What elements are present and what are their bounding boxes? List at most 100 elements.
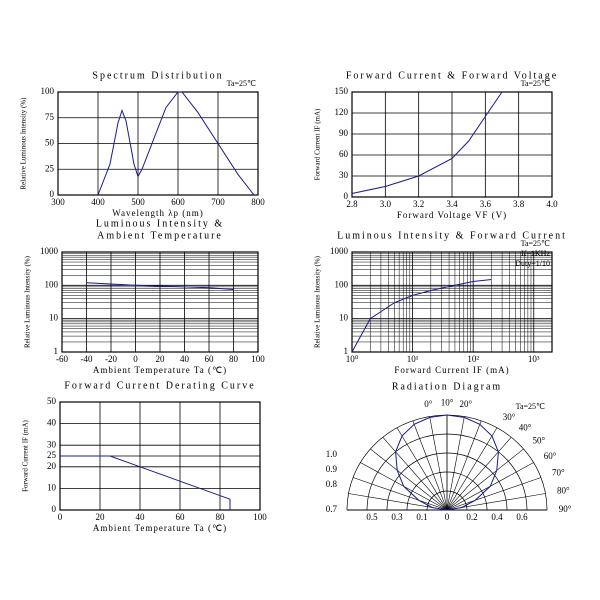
y-tick-label: 25 [47,450,57,460]
x-tick-label: 700 [211,197,225,207]
y-tick-label: 120 [335,107,349,117]
side-label: 0.8 [326,479,338,489]
y-tick-label: 100 [41,86,55,96]
x-tick-label: 60 [176,512,186,522]
x-tick-label: 0 [58,512,63,522]
x-tick-label: 400 [91,197,105,207]
x-tick-label: 0 [133,354,138,364]
data-line [60,455,231,510]
x-tick-label: 3.6 [480,199,492,209]
x-axis-label: Ambient Temperature Ta (℃) [93,365,227,375]
annotation: Duty=1/10 [515,259,550,268]
y-tick-label: 40 [47,418,57,428]
chart-title: Ambient Temperature [97,230,223,241]
bottom-label: 0.2 [466,512,477,522]
annotation: Ta=25℃ [521,239,550,248]
chart-title: Forward Current & Forward Voltage [346,70,558,81]
radiation-curve [395,414,499,511]
x-tick-label: 3.0 [380,199,392,209]
y-tick-label: 90 [339,128,349,138]
x-axis-label: Forward Voltage VF (V) [397,210,507,220]
side-label: 0.7 [326,504,338,514]
x-tick-label: -40 [81,354,93,364]
y-tick-label: 1000 [40,246,59,256]
chart-title: Forward Current Derating Curve [64,380,255,391]
x-tick-label: 100 [251,354,265,364]
y-axis-label: Relative Luminous Intensity (%) [20,97,28,190]
y-tick-label: 20 [47,461,57,471]
y-axis-label: Relative Luminous Intensity (%) [314,255,322,348]
x-tick-label: 10² [467,354,479,364]
bottom-label: 0.6 [516,512,528,522]
angle-label: 90° [559,504,572,514]
y-tick-label: 100 [335,279,349,289]
y-tick-label: 75 [45,112,55,122]
chart-title: Radiation Diagram [392,381,502,392]
grid-spoke [370,448,448,511]
angle-label: 0° [424,399,433,409]
x-tick-label: 10¹ [407,354,419,364]
x-tick-label: 3.2 [413,199,424,209]
y-tick-label: 25 [45,163,55,173]
bottom-label: 0.1 [416,512,427,522]
x-tick-label: 2.8 [346,199,358,209]
data-line [97,91,255,196]
chart-title: Luminous Intensity & Forward Current [337,230,567,241]
y-tick-label: 30 [47,439,57,449]
chart-panel: 1 10 100 1000 -60 -40 -20 0 20 40 60 80 100 Ambient T… [24,218,266,375]
bottom-label: 0.3 [391,512,403,522]
chart-panel: 1 10 100 1000 10⁰ 10¹ 10² 10³ Forward Current IF… [314,230,567,375]
y-tick-label: 1000 [330,246,349,256]
x-tick-label: 100 [253,512,267,522]
x-tick-label: -60 [56,354,68,364]
angle-label: 70° [552,468,565,478]
y-axis-label: Relative Luminous Intensity (%) [24,255,32,348]
angle-label: 30° [503,412,516,422]
y-tick-label: 50 [47,396,57,406]
x-tick-label: 10⁰ [346,354,359,364]
grid-spoke [352,477,448,511]
angle-label: 10° [441,397,454,407]
grid-spoke [412,420,448,511]
grid-spoke [446,493,546,511]
plot-frame [351,251,553,353]
grid-spoke [348,493,448,511]
x-axis-label: Wavelength λp (nm) [112,208,204,218]
plot-frame [57,91,259,196]
y-tick-label: 1 [344,346,349,356]
annotation: Ta=25℃ [516,402,545,411]
y-tick-label: 100 [45,279,59,289]
x-tick-label: 80 [229,354,239,364]
x-tick-label: 3.8 [513,199,525,209]
grid-spoke [429,416,448,511]
angle-label: 20° [459,399,472,409]
bottom-label: 0.4 [491,512,503,522]
bottom-label: 0 [445,512,450,522]
x-tick-label: 60 [205,354,215,364]
annotation: Ta=25℃ [227,79,256,88]
side-label: 1.0 [326,449,338,459]
x-tick-label: 40 [136,512,146,522]
annotation: If=1KHz [521,249,550,258]
x-tick-label: 40 [180,354,190,364]
x-tick-label: 500 [131,197,145,207]
y-tick-label: 30 [339,170,349,180]
chart-title: Spectrum Distribution [92,70,223,81]
grid-spoke [382,437,448,511]
angle-label: 40° [519,423,532,433]
y-tick-label: 150 [335,86,349,96]
bottom-label: 0.5 [366,512,378,522]
side-label: 0.9 [326,464,338,474]
chart-panel: 0 25 50 75 100 300 400 500 600 700 800 Wavelength λ… [20,70,266,218]
grid-spoke [446,437,512,511]
grid-spoke [446,448,524,511]
x-tick-label: 20 [156,354,166,364]
x-tick-label: 4.0 [546,199,558,209]
grid-spoke [446,477,542,511]
y-axis-label: Forward Current IF (mA) [314,108,322,180]
grid-spoke [446,420,482,511]
x-axis-label: Ambient Temperature Ta (℃) [93,523,227,533]
x-tick-label: 600 [171,197,185,207]
